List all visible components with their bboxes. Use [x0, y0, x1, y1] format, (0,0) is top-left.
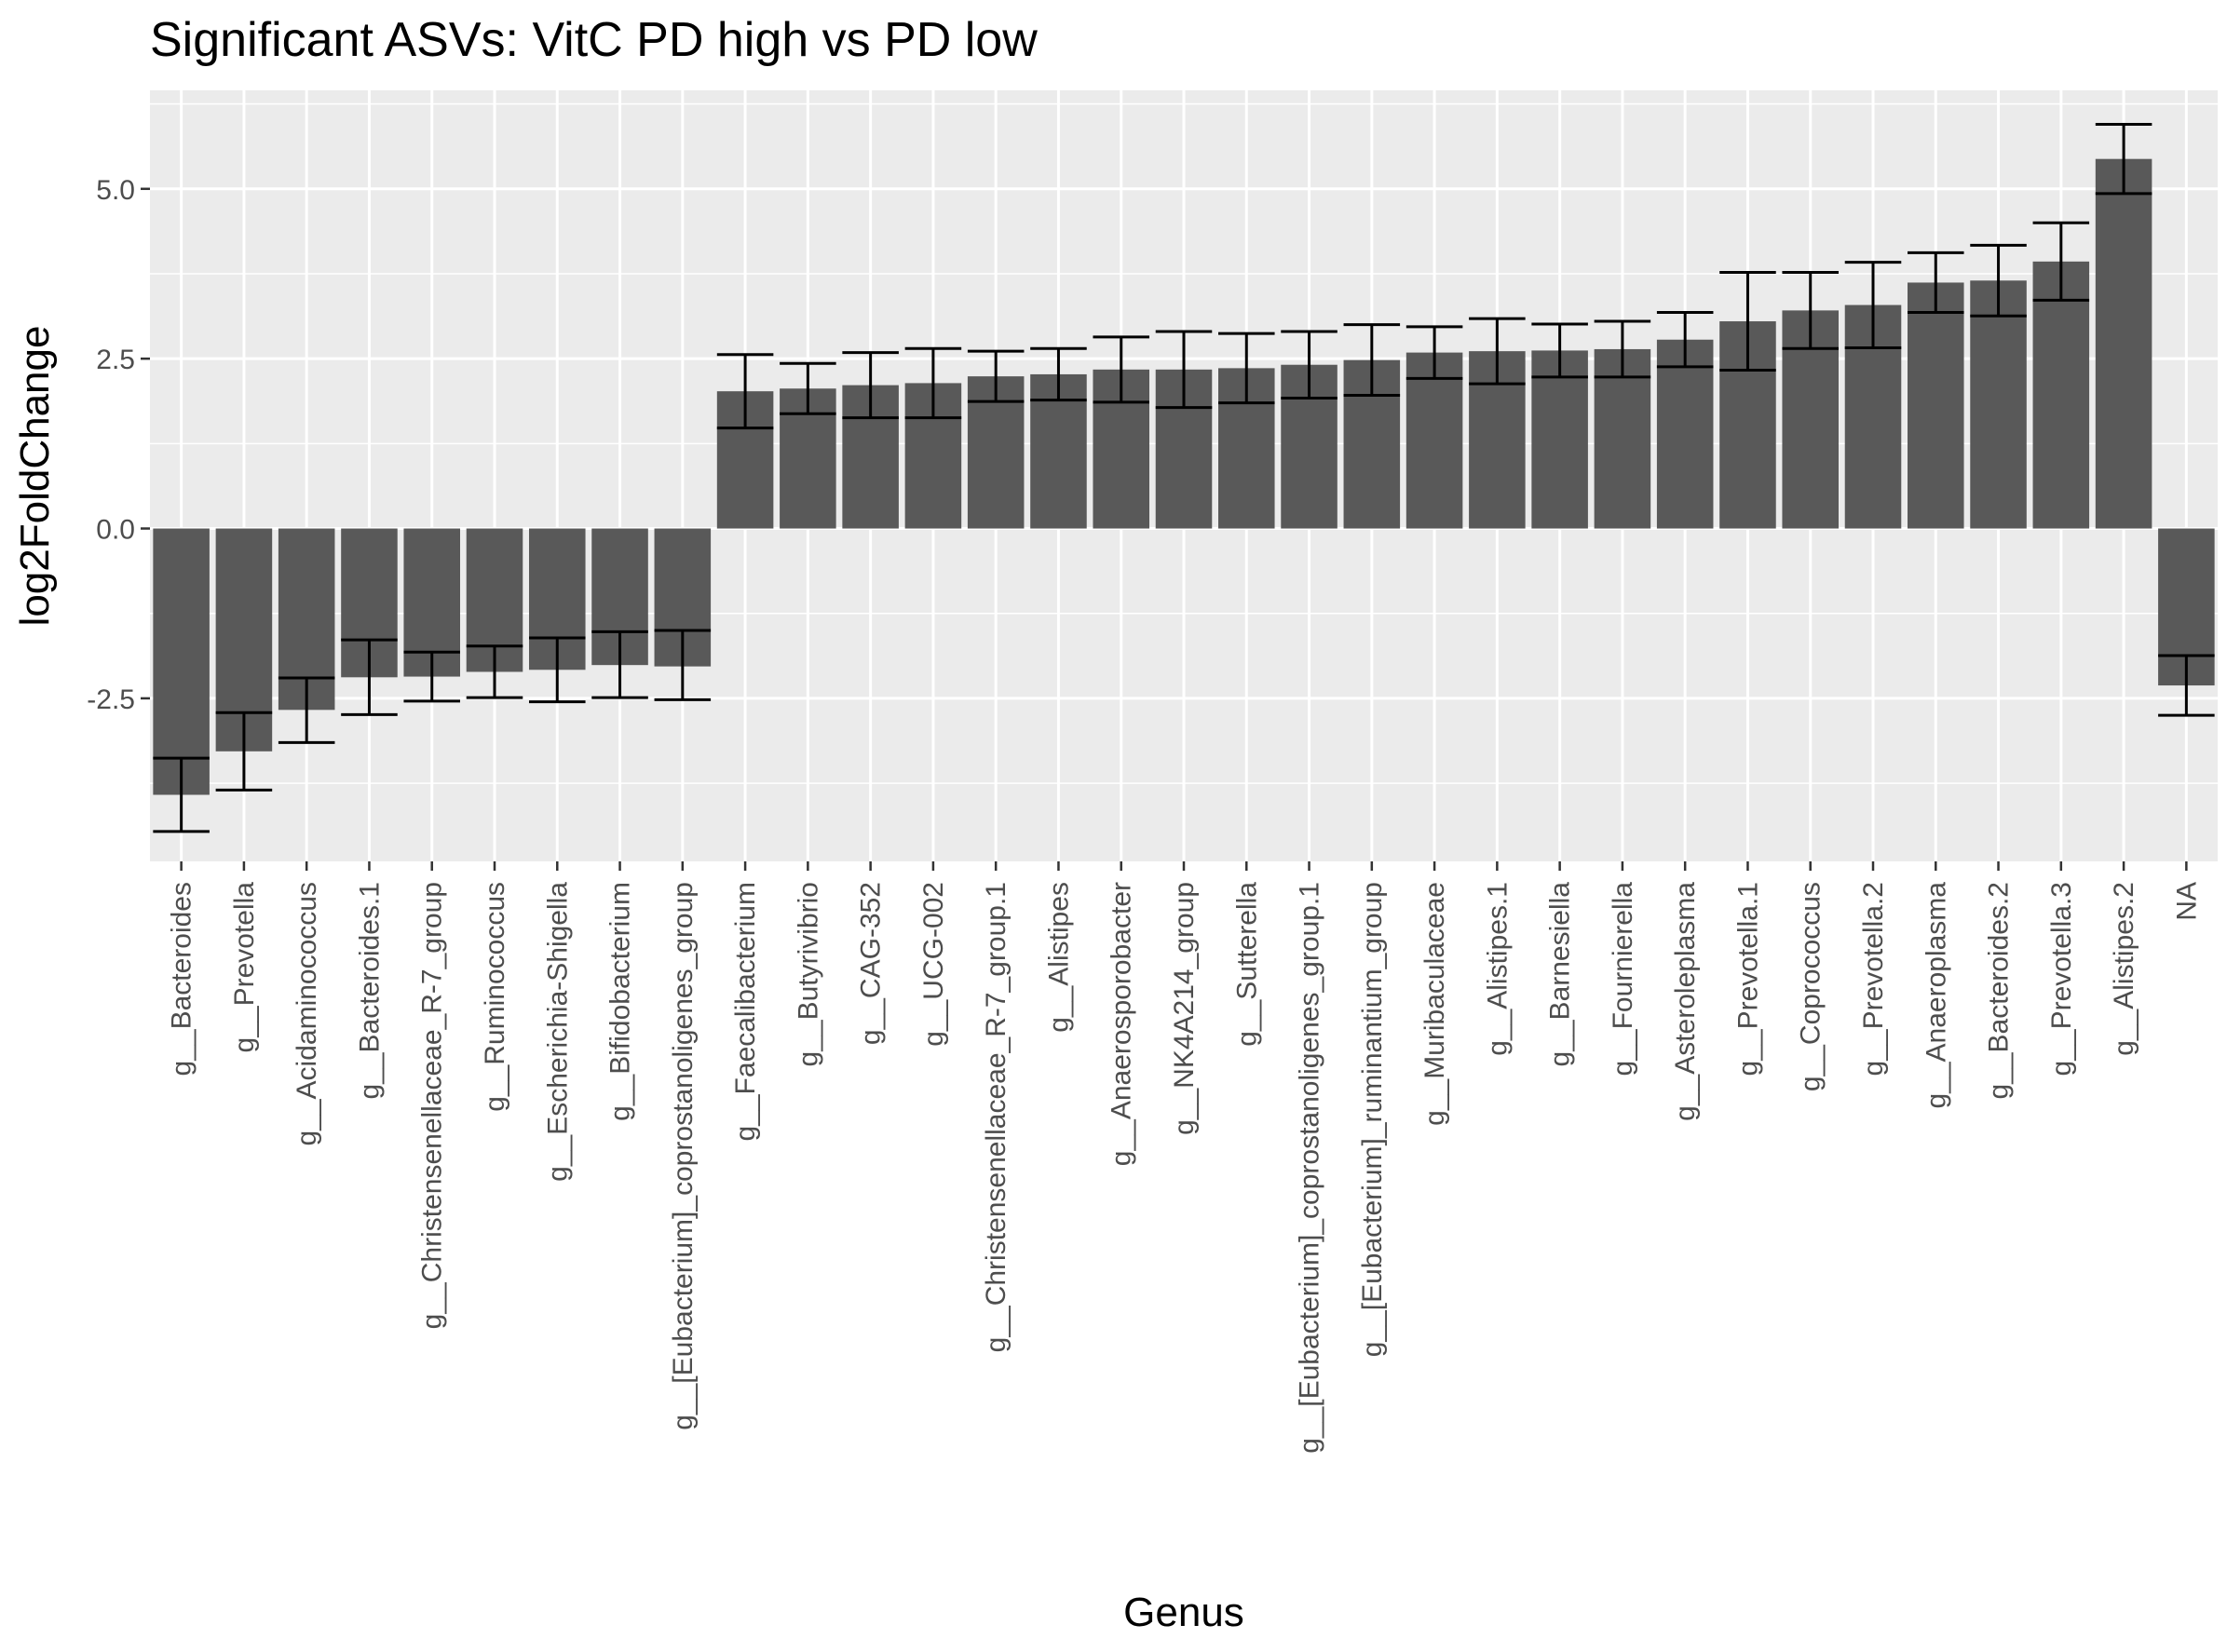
- x-tick-label: g__Christensenellaceae_R-7_group.1: [981, 882, 1012, 1352]
- error-bar: [2095, 122, 2152, 196]
- bar: [1970, 280, 2027, 529]
- x-tick-label: g__Prevotella.2: [1858, 882, 1889, 1076]
- error-bar: [1469, 317, 1526, 386]
- error-bars: [153, 122, 2215, 833]
- x-tick-label: g__[Eubacterium]_coprostanoligenes_group…: [1295, 882, 1325, 1454]
- bars: [153, 158, 2215, 795]
- bar: [153, 528, 210, 795]
- y-tick-label: 5.0: [96, 175, 135, 206]
- error-bar: [1405, 325, 1463, 380]
- x-tick-label: g__Prevotella.1: [1732, 882, 1763, 1076]
- error-bar: [591, 630, 648, 699]
- error-bar: [716, 353, 774, 430]
- error-bar: [1281, 330, 1338, 399]
- error-bar: [1030, 346, 1087, 402]
- error-bar: [1594, 319, 1651, 379]
- error-bar: [780, 361, 836, 415]
- error-bar: [403, 650, 460, 703]
- error-bar: [904, 346, 962, 420]
- error-bar: [1970, 243, 2027, 318]
- y-tick-label: 2.5: [96, 345, 135, 375]
- error-bar: [1218, 332, 1275, 405]
- x-tick-label: g__CAG-352: [856, 882, 887, 1045]
- error-bar: [1093, 335, 1149, 404]
- x-tick-label: g__Ruminococcus: [480, 882, 510, 1112]
- error-bar: [842, 351, 899, 420]
- x-tick-label: g__Faecalibacterium: [730, 882, 761, 1141]
- x-tick-label: g__Christensenellaceae_R-7_group: [417, 882, 448, 1329]
- error-bar: [215, 711, 273, 792]
- x-tick-label: g__Muribaculaceae: [1419, 882, 1450, 1126]
- error-bar: [278, 676, 335, 744]
- x-tick-label: g__Alistipes.2: [2109, 882, 2139, 1056]
- x-tick-label: g__[Eubacterium]_ruminantium_group: [1357, 882, 1388, 1357]
- x-tick-label: g__Acidaminococcus: [292, 882, 322, 1146]
- bar: [1405, 352, 1463, 529]
- bar: [1656, 339, 1714, 529]
- error-bar: [2158, 654, 2215, 717]
- y-axis-title: log2FoldChange: [12, 326, 58, 627]
- error-bar: [1155, 330, 1213, 410]
- error-bar: [1343, 323, 1401, 398]
- x-axis-title: Genus: [1123, 1590, 1244, 1635]
- error-bar: [1782, 271, 1839, 350]
- error-bar: [529, 636, 586, 704]
- y-tick-label: 0.0: [96, 515, 135, 546]
- y-tick-label: -2.5: [87, 684, 135, 715]
- x-tick-label: g__Sutterella: [1231, 882, 1262, 1047]
- error-bar: [153, 756, 210, 833]
- x-tick-label: g__UCG-002: [918, 882, 949, 1047]
- y-axis: -2.5 0.0 2.5 5.0: [87, 175, 150, 715]
- bar: [1908, 282, 1964, 529]
- chart-title: Significant ASVs: VitC PD high vs PD low: [150, 13, 1038, 67]
- x-tick-label: g__Bacteroides.2: [1984, 882, 2015, 1100]
- x-tick-label: g__Bacteroides.1: [354, 882, 385, 1100]
- x-tick-label: g__Fournierella: [1608, 882, 1638, 1077]
- x-tick-label: g__Butyrivibrio: [793, 882, 823, 1066]
- bar: [2095, 158, 2152, 529]
- x-tick-label: g__Barnesiella: [1545, 882, 1576, 1067]
- x-tick-label: g__Alistipes: [1043, 882, 1074, 1033]
- error-bar: [1531, 322, 1588, 379]
- x-tick-label: g__NK4A214_group: [1169, 882, 1200, 1135]
- x-tick-label: g__Anaerosporobacter: [1107, 882, 1137, 1166]
- bar: [2032, 261, 2090, 529]
- x-tick-label: g__Asteroleplasma: [1670, 882, 1701, 1121]
- error-bar: [1656, 311, 1714, 369]
- error-bar: [2032, 221, 2090, 302]
- x-tick-label: g__Anaeroplasma: [1921, 882, 1951, 1109]
- error-bar: [1844, 261, 1902, 349]
- error-bar: [654, 629, 712, 701]
- x-tick-label: g__Coprococcus: [1796, 882, 1826, 1091]
- bar: [1531, 350, 1588, 529]
- x-tick-label: g__Escherichia-Shigella: [542, 882, 573, 1182]
- x-axis: g__Bacteroides g__Prevotella g__Acidaminoc…: [167, 861, 2202, 1454]
- x-tick-label: g__Prevotella: [229, 882, 260, 1053]
- x-tick-label: g__Bifidobacterium: [605, 882, 636, 1121]
- x-tick-label: g__Prevotella.3: [2046, 882, 2077, 1076]
- x-tick-label: g__[Eubacterium]_coprostanoligenes_group: [668, 882, 699, 1430]
- error-bar: [466, 644, 523, 699]
- x-tick-label: g__Bacteroides: [167, 882, 197, 1076]
- error-bar: [1908, 251, 1964, 315]
- error-bar: [341, 638, 398, 716]
- bar: [1594, 348, 1651, 529]
- error-bar: [967, 349, 1025, 403]
- x-tick-label: g__Alistipes.1: [1482, 882, 1513, 1056]
- error-bar: [1719, 271, 1776, 372]
- x-tick-label: NA: [2171, 882, 2202, 921]
